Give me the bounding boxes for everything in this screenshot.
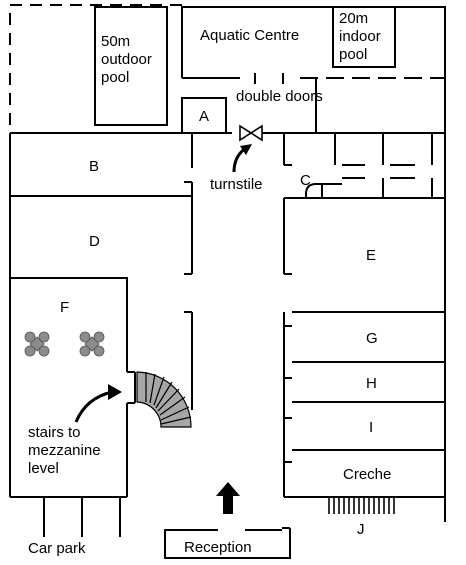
indoor-pool-label-3: pool	[339, 46, 367, 63]
reception-wall-left	[164, 528, 291, 559]
aquatic-centre-wall	[181, 6, 446, 133]
plant-icon-1	[24, 331, 50, 357]
outdoor-pool-label-1: 50m	[101, 33, 130, 50]
turnstile-icon	[239, 124, 263, 142]
c-door-arc	[305, 183, 322, 198]
stairs-label-3: level	[28, 460, 59, 477]
room-d-label: D	[89, 233, 100, 250]
stairs-arrow-icon	[74, 390, 113, 423]
room-c-label: C	[300, 172, 311, 189]
room-f-label: F	[60, 299, 69, 316]
indoor-pool	[332, 6, 396, 68]
stairs-icon	[136, 371, 192, 428]
room-b-label: B	[89, 158, 99, 175]
room-i-label: I	[369, 419, 373, 436]
room-a-wall	[181, 97, 227, 133]
room-j-label: J	[357, 521, 365, 538]
stairs-label-2: mezzanine	[28, 442, 101, 459]
room-f-wall	[10, 277, 128, 372]
stairs-label-1: stairs to	[28, 424, 81, 441]
entrance-arrow-icon	[216, 482, 240, 514]
room-g-label: G	[366, 330, 378, 347]
reception-label: Reception	[184, 539, 252, 556]
outdoor-boundary	[9, 4, 182, 133]
indoor-pool-label-1: 20m	[339, 10, 368, 27]
room-h-label: H	[366, 375, 377, 392]
car-park-label: Car park	[28, 540, 86, 557]
j-hatch-icon	[328, 497, 395, 514]
turnstile-arrowhead	[240, 144, 252, 155]
turnstile-label: turnstile	[210, 176, 263, 193]
outdoor-pool-label-2: outdoor	[101, 51, 152, 68]
stairs-arrowhead	[108, 384, 122, 400]
outdoor-pool-label-3: pool	[101, 69, 129, 86]
plant-icon-2	[79, 331, 105, 357]
aquatic-centre-label: Aquatic Centre	[200, 27, 299, 44]
double-doors-label: double doors	[236, 88, 323, 105]
creche-label: Creche	[343, 466, 391, 483]
outdoor-pool	[94, 6, 168, 126]
room-a-label: A	[199, 108, 209, 125]
indoor-pool-label-2: indoor	[339, 28, 381, 45]
room-e-label: E	[366, 247, 376, 264]
